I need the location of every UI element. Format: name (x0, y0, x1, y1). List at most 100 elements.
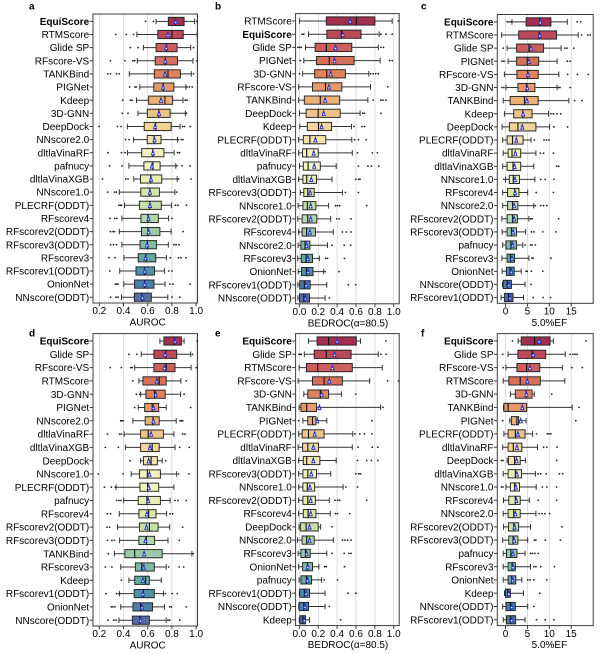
svg-text:TANKBind: TANKBind (246, 403, 292, 414)
svg-text:RFscore-VS: RFscore-VS (237, 377, 292, 388)
svg-text:RFscorev3(ODDT): RFscorev3(ODDT) (6, 536, 89, 547)
svg-text:NNscore2.0: NNscore2.0 (239, 241, 292, 252)
svg-text:RFscore-VS: RFscore-VS (35, 363, 90, 374)
svg-text:BEDROC(α=80.5): BEDROC(α=80.5) (308, 640, 389, 651)
svg-text:RFscorev4: RFscorev4 (41, 509, 90, 520)
svg-text:DeepDock: DeepDock (42, 122, 90, 133)
svg-text:dltlaVinaRF: dltlaVinaRF (442, 443, 494, 454)
svg-text:RFscorev2(ODDT): RFscorev2(ODDT) (410, 523, 493, 534)
svg-text:NNscore1.0: NNscore1.0 (441, 483, 494, 494)
svg-text:10: 10 (544, 307, 556, 318)
svg-text:TANKBind: TANKBind (246, 96, 292, 107)
svg-text:0.8: 0.8 (165, 306, 179, 317)
svg-text:OnionNet: OnionNet (47, 603, 89, 614)
svg-text:Kdeep: Kdeep (465, 589, 494, 600)
svg-text:RTMScore: RTMScore (244, 17, 292, 28)
svg-text:dltlaVinaXGB: dltlaVinaXGB (233, 456, 293, 467)
svg-text:pafnucy: pafnucy (54, 496, 89, 507)
svg-text:RFscore-VS: RFscore-VS (237, 83, 292, 94)
svg-text:a: a (29, 1, 35, 12)
svg-text:OnionNet: OnionNet (250, 562, 292, 573)
svg-text:TANKBind: TANKBind (448, 96, 494, 107)
svg-text:OnionNet: OnionNet (47, 280, 89, 291)
svg-text:OnionNet: OnionNet (451, 267, 493, 278)
svg-text:DeepDock: DeepDock (245, 523, 293, 534)
svg-text:0.4: 0.4 (117, 629, 131, 640)
svg-text:RFscorev4: RFscorev4 (243, 509, 292, 520)
svg-text:RFscorev1(ODDT): RFscorev1(ODDT) (6, 267, 89, 278)
svg-text:dltlaVinaRF: dltlaVinaRF (38, 148, 90, 159)
svg-text:RFscorev4: RFscorev4 (445, 496, 494, 507)
svg-text:RFscorev3(ODDT): RFscorev3(ODDT) (208, 469, 291, 480)
svg-text:0: 0 (503, 307, 509, 318)
svg-text:pafnucy: pafnucy (458, 241, 493, 252)
svg-text:Glide SP: Glide SP (252, 350, 292, 361)
svg-text:Glide SP: Glide SP (50, 43, 90, 54)
svg-text:NNscore(ODDT): NNscore(ODDT) (218, 294, 292, 305)
svg-text:RFscorev1(ODDT): RFscorev1(ODDT) (410, 615, 493, 626)
svg-text:0: 0 (503, 629, 509, 640)
svg-text:RFscorev1(ODDT): RFscorev1(ODDT) (410, 293, 493, 304)
svg-text:5: 5 (525, 629, 531, 640)
svg-text:RFscorev1(ODDT): RFscorev1(ODDT) (208, 589, 291, 600)
svg-text:5.0%EF: 5.0%EF (532, 318, 568, 329)
svg-text:b: b (215, 1, 221, 12)
svg-text:15: 15 (566, 307, 578, 318)
svg-text:3D-GNN: 3D-GNN (455, 83, 493, 94)
svg-text:Kdeep: Kdeep (263, 615, 292, 626)
svg-text:RFscorev4: RFscorev4 (243, 228, 292, 239)
svg-text:dltlaVinaXGB: dltlaVinaXGB (434, 162, 494, 173)
svg-text:0.6: 0.6 (349, 307, 363, 318)
svg-text:OnionNet: OnionNet (250, 267, 292, 278)
svg-text:RTMScore: RTMScore (446, 31, 494, 42)
svg-text:NNscore2.0: NNscore2.0 (441, 509, 494, 520)
svg-text:NNscore(ODDT): NNscore(ODDT) (15, 293, 89, 304)
svg-text:3D-GNN: 3D-GNN (51, 390, 89, 401)
svg-text:pafnucy: pafnucy (257, 162, 292, 173)
svg-text:NNscore(ODDT): NNscore(ODDT) (218, 602, 292, 613)
svg-text:f: f (421, 329, 425, 340)
svg-text:RFscorev4: RFscorev4 (445, 188, 494, 199)
svg-text:NNscore1.0: NNscore1.0 (441, 175, 494, 186)
svg-text:PIGNet: PIGNet (56, 403, 89, 414)
svg-text:Kdeep: Kdeep (465, 109, 494, 120)
svg-text:PIGNet: PIGNet (259, 56, 292, 67)
svg-text:NNscore(ODDT): NNscore(ODDT) (15, 616, 89, 627)
svg-text:0.4: 0.4 (117, 306, 131, 317)
svg-text:RFscorev1(ODDT): RFscorev1(ODDT) (6, 589, 89, 600)
svg-text:pafnucy: pafnucy (257, 576, 292, 587)
svg-text:PLECRF(ODDT): PLECRF(ODDT) (217, 430, 291, 441)
svg-text:dltlaVinaRF: dltlaVinaRF (38, 430, 90, 441)
svg-text:dltlaVinaXGB: dltlaVinaXGB (434, 469, 494, 480)
svg-text:c: c (421, 1, 427, 12)
svg-text:0.0: 0.0 (292, 307, 306, 318)
svg-text:AUROC: AUROC (130, 641, 166, 652)
svg-text:RTMScore: RTMScore (244, 363, 292, 374)
svg-text:NNscore2.0: NNscore2.0 (36, 416, 89, 427)
svg-text:NNscore(ODDT): NNscore(ODDT) (420, 280, 494, 291)
svg-text:0.6: 0.6 (349, 629, 363, 640)
svg-text:RFscorev2(ODDT): RFscorev2(ODDT) (6, 227, 89, 238)
svg-text:TANKBind: TANKBind (43, 70, 89, 81)
svg-text:PIGNet: PIGNet (461, 416, 494, 427)
svg-text:NNscore1.0: NNscore1.0 (239, 483, 292, 494)
svg-text:dltlaVinaRF: dltlaVinaRF (240, 443, 292, 454)
svg-text:d: d (29, 329, 35, 340)
svg-text:EquiScore: EquiScore (444, 18, 494, 29)
svg-text:NNscore2.0: NNscore2.0 (441, 201, 494, 212)
svg-text:PLECRF(ODDT): PLECRF(ODDT) (217, 135, 291, 146)
svg-text:0.2: 0.2 (311, 307, 325, 318)
svg-text:RFscorev3: RFscorev3 (41, 563, 90, 574)
svg-text:1.0: 1.0 (387, 307, 401, 318)
svg-text:RFscorev3(ODDT): RFscorev3(ODDT) (410, 536, 493, 547)
svg-text:5: 5 (525, 307, 531, 318)
svg-text:NNscore1.0: NNscore1.0 (36, 188, 89, 199)
svg-text:RFscore-VS: RFscore-VS (439, 363, 494, 374)
svg-text:NNscore(ODDT): NNscore(ODDT) (420, 602, 494, 613)
svg-text:pafnucy: pafnucy (54, 162, 89, 173)
svg-text:BEDROC(α=80.5): BEDROC(α=80.5) (308, 318, 389, 329)
svg-text:PIGNet: PIGNet (461, 57, 494, 68)
svg-text:NNscore2.0: NNscore2.0 (239, 536, 292, 547)
svg-text:3D-GNN: 3D-GNN (253, 69, 291, 80)
svg-text:EquiScore: EquiScore (242, 337, 292, 348)
